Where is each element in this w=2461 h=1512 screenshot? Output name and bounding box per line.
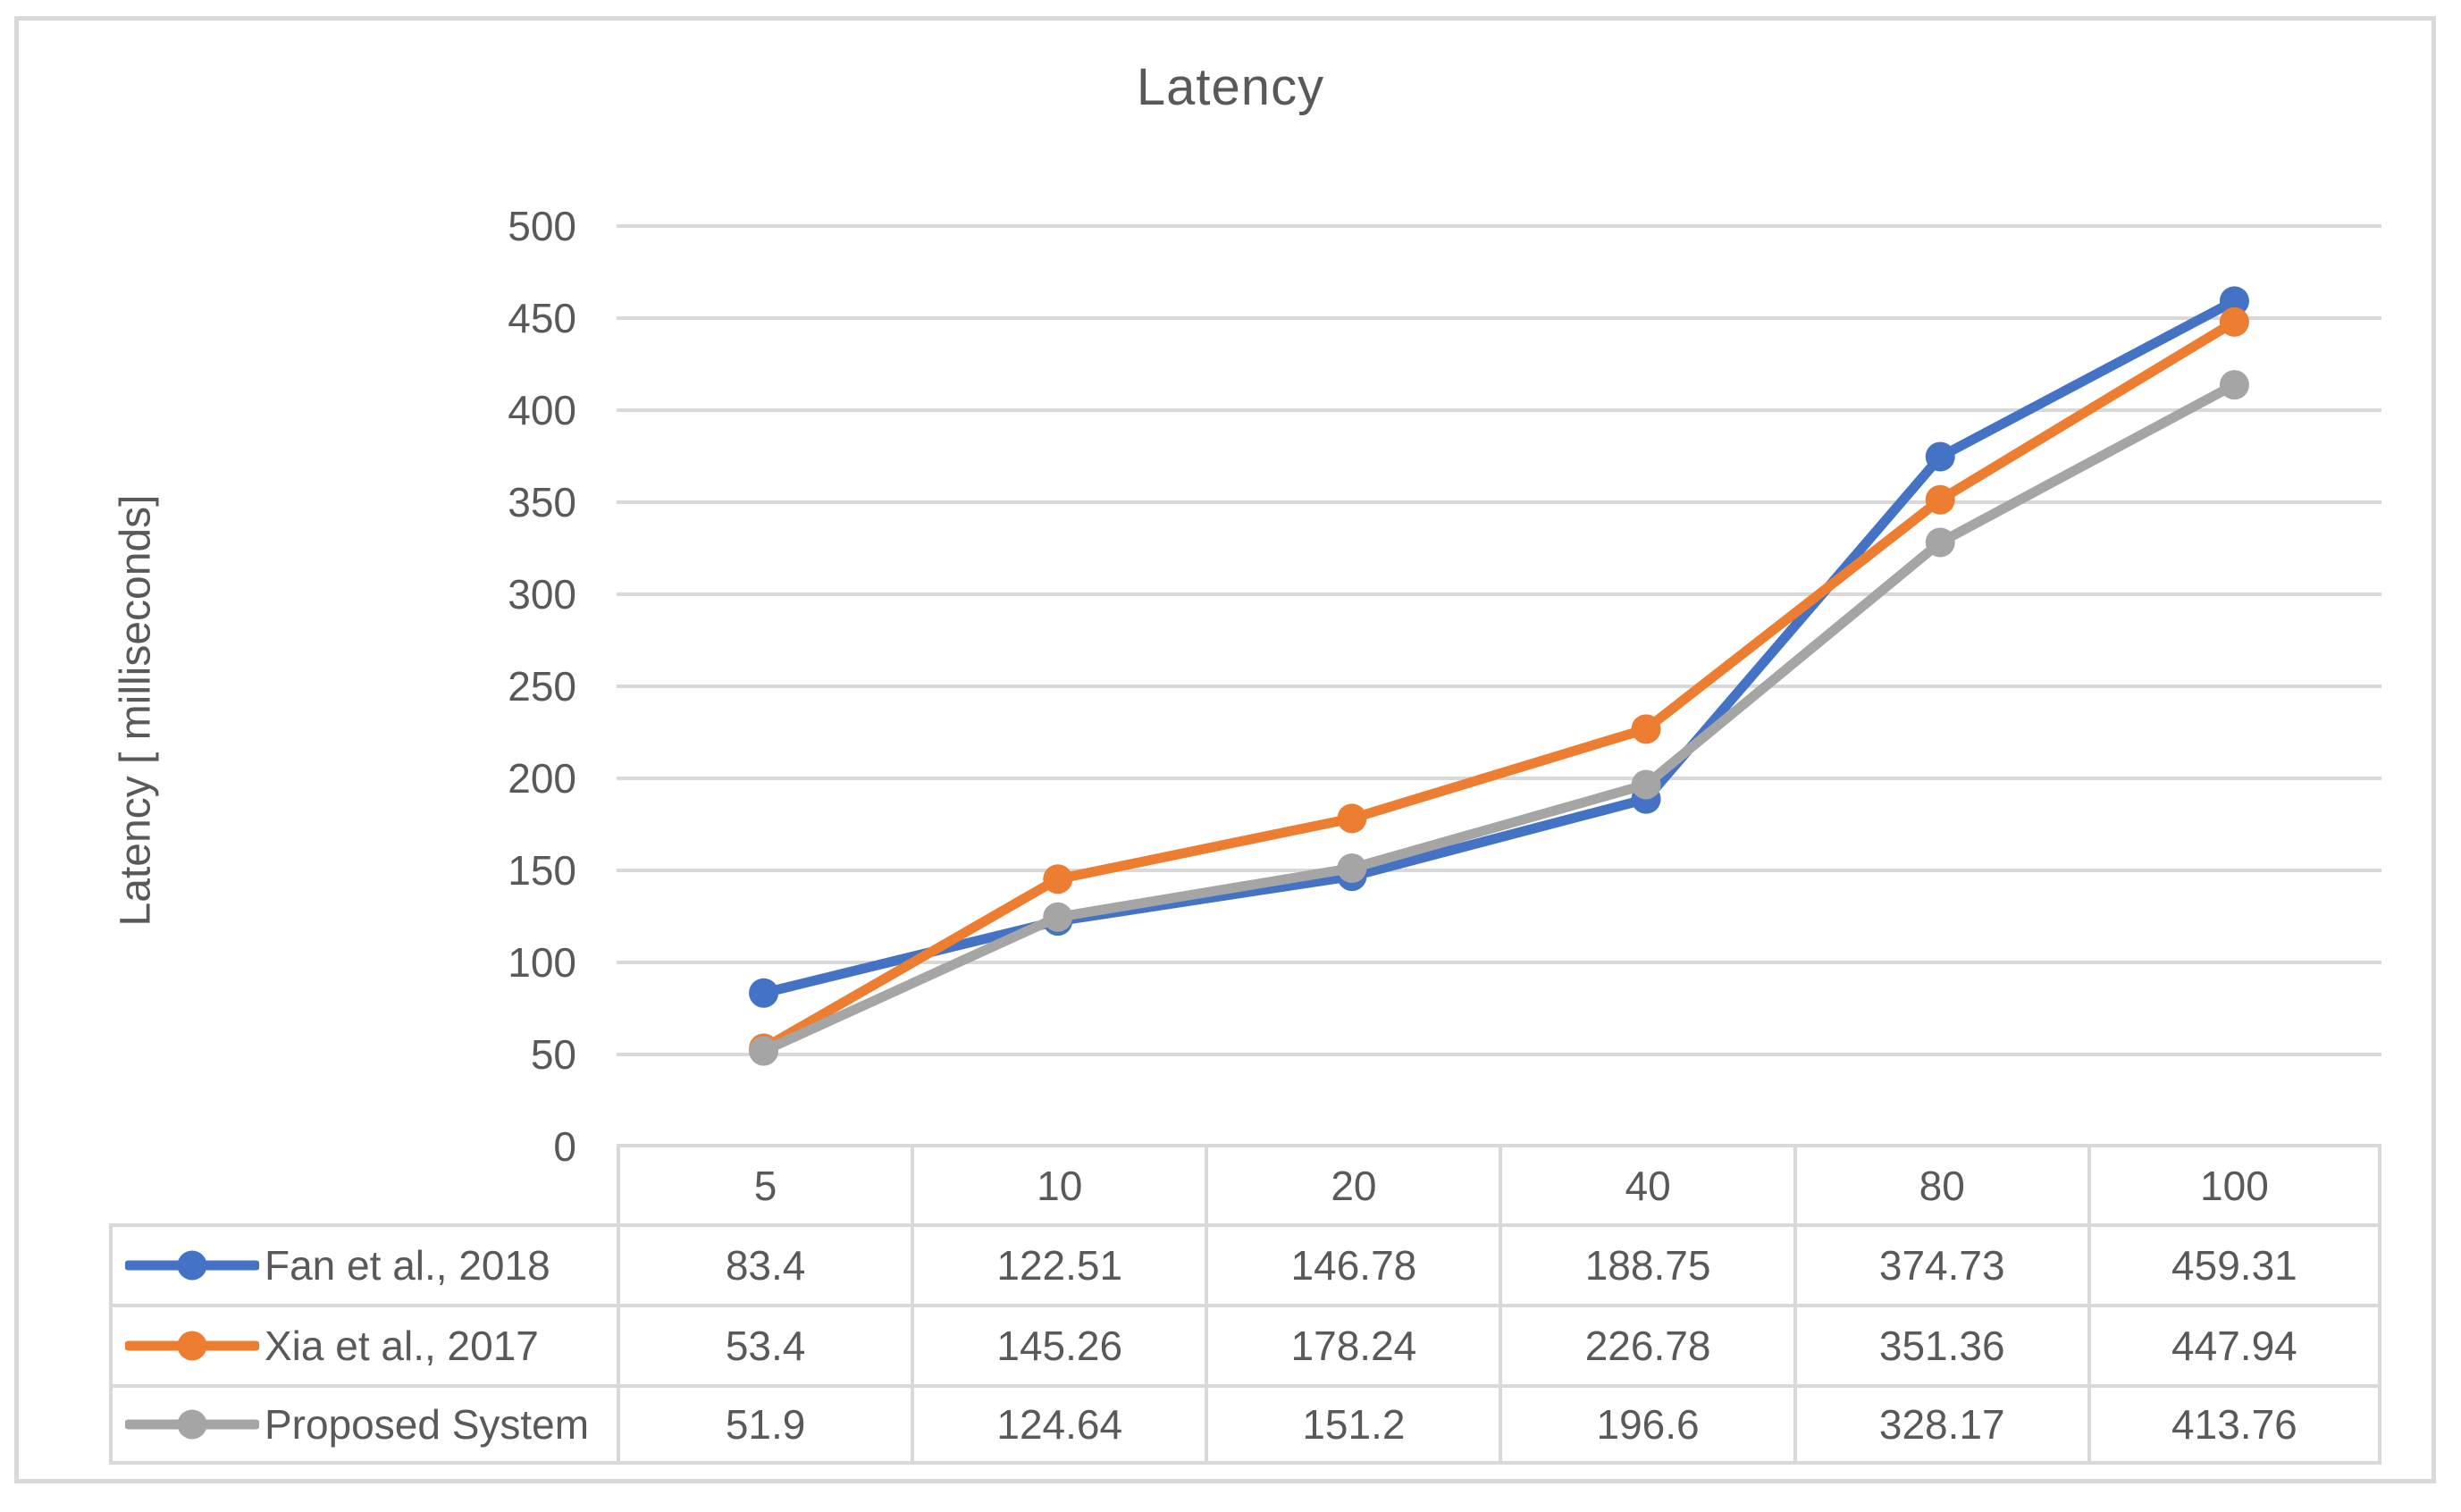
data-point-xia-et-al-2017-x80 (1925, 484, 1955, 515)
data-point-proposed-system-x40 (1631, 769, 1661, 800)
table-value-cell-xia-et-al-2017-x20: 178.24 (1205, 1304, 1499, 1384)
legend-label-proposed-system: Proposed System (265, 1401, 590, 1448)
table-value-cell-fan-et-al-2018-x20: 146.78 (1205, 1223, 1499, 1304)
chart-title: Latency (1136, 58, 1325, 116)
series-line-fan-et-al-2018 (759, 296, 2239, 998)
y-tick-label-100: 100 (508, 939, 576, 986)
table-value-cell-fan-et-al-2018-x5: 83.4 (617, 1223, 911, 1304)
table-value-cell-xia-et-al-2017-x100: 447.94 (2087, 1304, 2381, 1384)
legend-key-fan-et-al-2018: Fan et al., 2018 (109, 1223, 617, 1304)
table-header-cell-40: 40 (1499, 1144, 1793, 1223)
y-tick-label-250: 250 (508, 663, 576, 710)
table-header-cell-5: 5 (617, 1144, 911, 1223)
table-value-cell-proposed-system-x5: 51.9 (617, 1384, 911, 1465)
plot-area (617, 224, 2381, 1066)
table-value-cell-xia-et-al-2017-x40: 226.78 (1499, 1304, 1793, 1384)
data-point-proposed-system-x80 (1925, 527, 1955, 558)
data-point-xia-et-al-2017-x100 (2219, 307, 2249, 337)
series-line-xia-et-al-2017 (759, 316, 2239, 1054)
table-value-cell-xia-et-al-2017-x80: 351.36 (1793, 1304, 2087, 1384)
table-value-cell-fan-et-al-2018-x10: 122.51 (911, 1223, 1205, 1304)
legend-swatch-fan-et-al-2018 (125, 1250, 259, 1281)
table-value-cell-fan-et-al-2018-x40: 188.75 (1499, 1223, 1793, 1304)
y-tick-label-500: 500 (508, 203, 576, 249)
table-header-cell-10: 10 (911, 1144, 1205, 1223)
table-header-cell-20: 20 (1205, 1144, 1499, 1223)
table-value-cell-xia-et-al-2017-x10: 145.26 (911, 1304, 1205, 1384)
table-value-cell-proposed-system-x80: 328.17 (1793, 1384, 2087, 1465)
series-line-proposed-system (759, 380, 2239, 1056)
data-point-xia-et-al-2017-x10 (1043, 864, 1073, 895)
legend-swatch-xia-et-al-2017 (125, 1331, 259, 1361)
y-tick-label-350: 350 (508, 479, 576, 525)
legend-label-fan-et-al-2018: Fan et al., 2018 (265, 1242, 550, 1289)
table-corner-cell (109, 1144, 617, 1223)
table-header-cell-80: 80 (1793, 1144, 2087, 1223)
table-value-cell-proposed-system-x100: 413.76 (2087, 1384, 2381, 1465)
legend-label-xia-et-al-2017: Xia et al., 2017 (265, 1323, 539, 1369)
legend-swatch-proposed-system (125, 1409, 259, 1440)
y-tick-label-150: 150 (508, 847, 576, 894)
data-table: 5 10 20 40 80 100 Fan et al., 2018 83.4 122.51 14… (109, 1144, 2381, 1465)
data-point-fan-et-al-2018-x5 (749, 978, 779, 1008)
y-tick-label-0: 0 (553, 1123, 576, 1170)
table-value-cell-xia-et-al-2017-x5: 53.4 (617, 1304, 911, 1384)
legend-key-xia-et-al-2017: Xia et al., 2017 (109, 1304, 617, 1384)
y-tick-label-450: 450 (508, 295, 576, 341)
data-point-proposed-system-x20 (1337, 853, 1367, 884)
data-point-xia-et-al-2017-x40 (1631, 714, 1661, 744)
data-point-proposed-system-x10 (1043, 902, 1073, 932)
table-value-cell-fan-et-al-2018-x80: 374.73 (1793, 1223, 2087, 1304)
table-value-cell-proposed-system-x40: 196.6 (1499, 1384, 1793, 1465)
data-point-fan-et-al-2018-x80 (1925, 441, 1955, 472)
y-tick-label-50: 50 (530, 1031, 576, 1078)
table-value-cell-proposed-system-x10: 124.64 (911, 1384, 1205, 1465)
table-value-cell-fan-et-al-2018-x100: 459.31 (2087, 1223, 2381, 1304)
data-point-proposed-system-x5 (749, 1036, 779, 1066)
data-point-xia-et-al-2017-x20 (1337, 803, 1367, 834)
data-point-proposed-system-x100 (2219, 370, 2249, 400)
table-value-cell-proposed-system-x20: 151.2 (1205, 1384, 1499, 1465)
legend-key-proposed-system: Proposed System (109, 1384, 617, 1465)
y-tick-label-400: 400 (508, 387, 576, 433)
y-tick-label-300: 300 (508, 571, 576, 617)
data-point-fan-et-al-2018-x100 (2219, 286, 2249, 316)
y-tick-label-200: 200 (508, 755, 576, 802)
table-header-cell-100: 100 (2087, 1144, 2381, 1223)
